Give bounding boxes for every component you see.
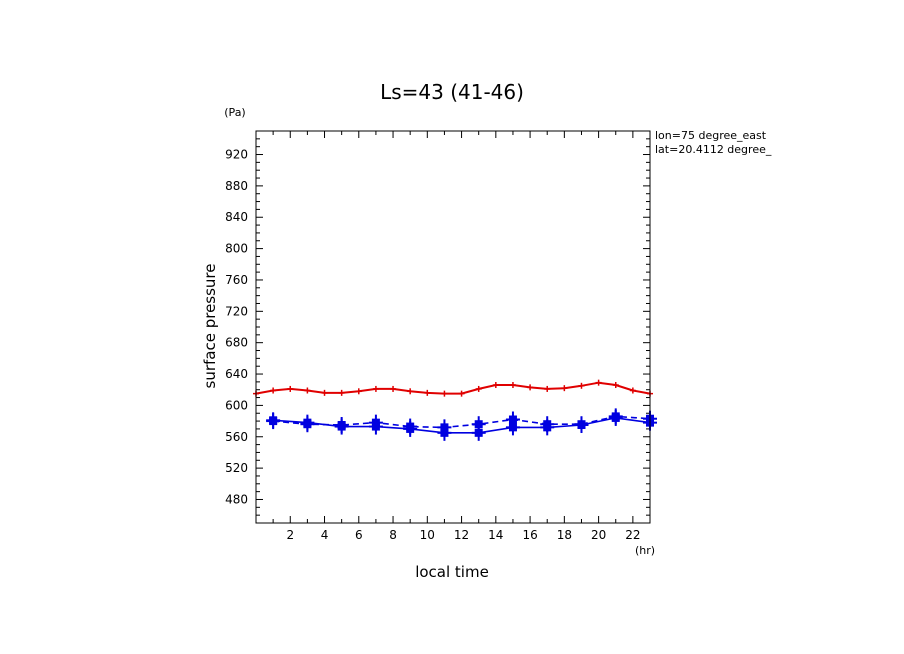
- data-point: [287, 385, 294, 392]
- x-tick-label: 16: [522, 528, 537, 542]
- y-tick-label: 600: [225, 398, 248, 412]
- y-tick-label: 880: [225, 179, 248, 193]
- info-line-lat: lat=20.4112 degree_: [655, 143, 772, 156]
- data-point: [334, 417, 349, 433]
- data-point: [321, 389, 328, 396]
- series-0: [253, 379, 653, 397]
- data-point: [441, 390, 448, 397]
- data-point: [608, 408, 623, 425]
- data-point: [270, 387, 277, 394]
- info-line-lon: lon=75 degree_east: [655, 129, 767, 142]
- y-unit: (Pa): [224, 106, 245, 119]
- y-tick-label: 800: [225, 242, 248, 256]
- x-tick-label: 20: [591, 528, 606, 542]
- x-tick-label: 8: [389, 528, 397, 542]
- series-line: [273, 417, 651, 434]
- x-axis-label: local time: [415, 563, 489, 581]
- y-axis-label: surface pressure: [201, 264, 219, 389]
- x-tick-label: 6: [355, 528, 363, 542]
- data-point: [505, 411, 520, 428]
- data-point: [390, 385, 397, 392]
- data-point: [300, 416, 315, 433]
- data-point: [574, 416, 589, 433]
- data-point: [612, 382, 619, 389]
- data-point: [458, 390, 465, 397]
- data-point: [561, 385, 568, 392]
- data-point: [492, 382, 499, 389]
- x-unit: (hr): [635, 544, 655, 557]
- x-tick-label: 22: [625, 528, 640, 542]
- y-tick-label: 640: [225, 367, 248, 381]
- x-tick-label: 2: [286, 528, 294, 542]
- y-tick-label: 720: [225, 304, 248, 318]
- x-tick-label: 4: [321, 528, 329, 542]
- data-point: [424, 389, 431, 396]
- data-point: [527, 384, 534, 391]
- data-point: [595, 379, 602, 386]
- series-line: [255, 381, 651, 395]
- data-point: [509, 382, 516, 389]
- data-point: [368, 414, 383, 431]
- data-point: [338, 389, 345, 396]
- x-tick-label: 10: [420, 528, 435, 542]
- data-point: [578, 382, 585, 389]
- y-tick-label: 920: [225, 148, 248, 162]
- data-point: [407, 388, 414, 395]
- x-tick-label: 14: [488, 528, 503, 542]
- x-tick-label: 18: [557, 528, 572, 542]
- y-tick-label: 680: [225, 336, 248, 350]
- y-tick-label: 760: [225, 273, 248, 287]
- data-point: [266, 413, 281, 430]
- data-point: [629, 387, 636, 394]
- axis-ticks: 2 4 6 8 10 12 14 16 18 20 22 480 520 560 600 640 680 720 7…: [225, 131, 651, 542]
- y-tick-label: 480: [225, 492, 248, 506]
- plot-frame: [255, 130, 651, 524]
- data-point: [304, 387, 311, 394]
- data-point: [475, 385, 482, 392]
- data-point: [403, 418, 418, 435]
- data-point: [355, 388, 362, 395]
- y-tick-label: 840: [225, 210, 248, 224]
- data-series: [253, 379, 657, 441]
- data-point: [544, 385, 551, 392]
- y-tick-label: 560: [225, 430, 248, 444]
- data-point: [540, 416, 555, 433]
- x-tick-label: 12: [454, 528, 469, 542]
- y-tick-label: 520: [225, 461, 248, 475]
- data-point: [471, 416, 486, 433]
- data-point: [437, 419, 452, 436]
- data-point: [372, 385, 379, 392]
- chart-title: Ls=43 (41-46): [380, 80, 524, 104]
